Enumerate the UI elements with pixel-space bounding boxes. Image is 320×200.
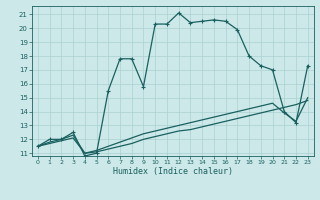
X-axis label: Humidex (Indice chaleur): Humidex (Indice chaleur) — [113, 167, 233, 176]
